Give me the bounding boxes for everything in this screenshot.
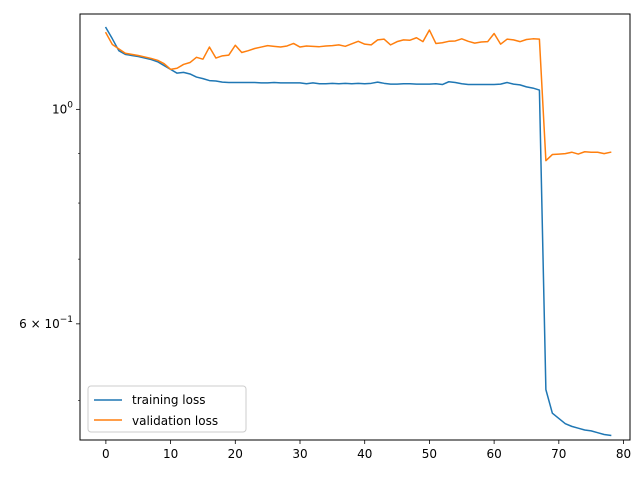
legend-box [87, 385, 247, 433]
legend-label-validation: validation loss [132, 414, 218, 428]
x-tick-label: 40 [357, 447, 372, 461]
x-tick-label: 60 [486, 447, 501, 461]
plot-area [104, 26, 612, 437]
x-tick-label: 30 [292, 447, 307, 461]
x-tick-label: 70 [551, 447, 566, 461]
legend-label-training: training loss [132, 393, 205, 407]
series-layer [104, 26, 612, 437]
legend: training loss validation loss [87, 385, 247, 433]
series-line-0 [104, 26, 612, 437]
x-tick-label: 50 [422, 447, 437, 461]
x-tick-label: 10 [163, 447, 178, 461]
series-line-1 [104, 29, 612, 162]
y-axis: 100 6 × 10−1 [19, 100, 80, 401]
x-tick-label: 80 [616, 447, 631, 461]
x-axis: 0 10 20 30 40 50 60 70 80 [102, 440, 631, 461]
y-tick-label: 6 × 10−1 [19, 315, 73, 331]
x-tick-label: 20 [228, 447, 243, 461]
axes-frame [79, 13, 631, 441]
x-tick-label: 0 [102, 447, 110, 461]
y-tick-label: 100 [52, 100, 73, 116]
